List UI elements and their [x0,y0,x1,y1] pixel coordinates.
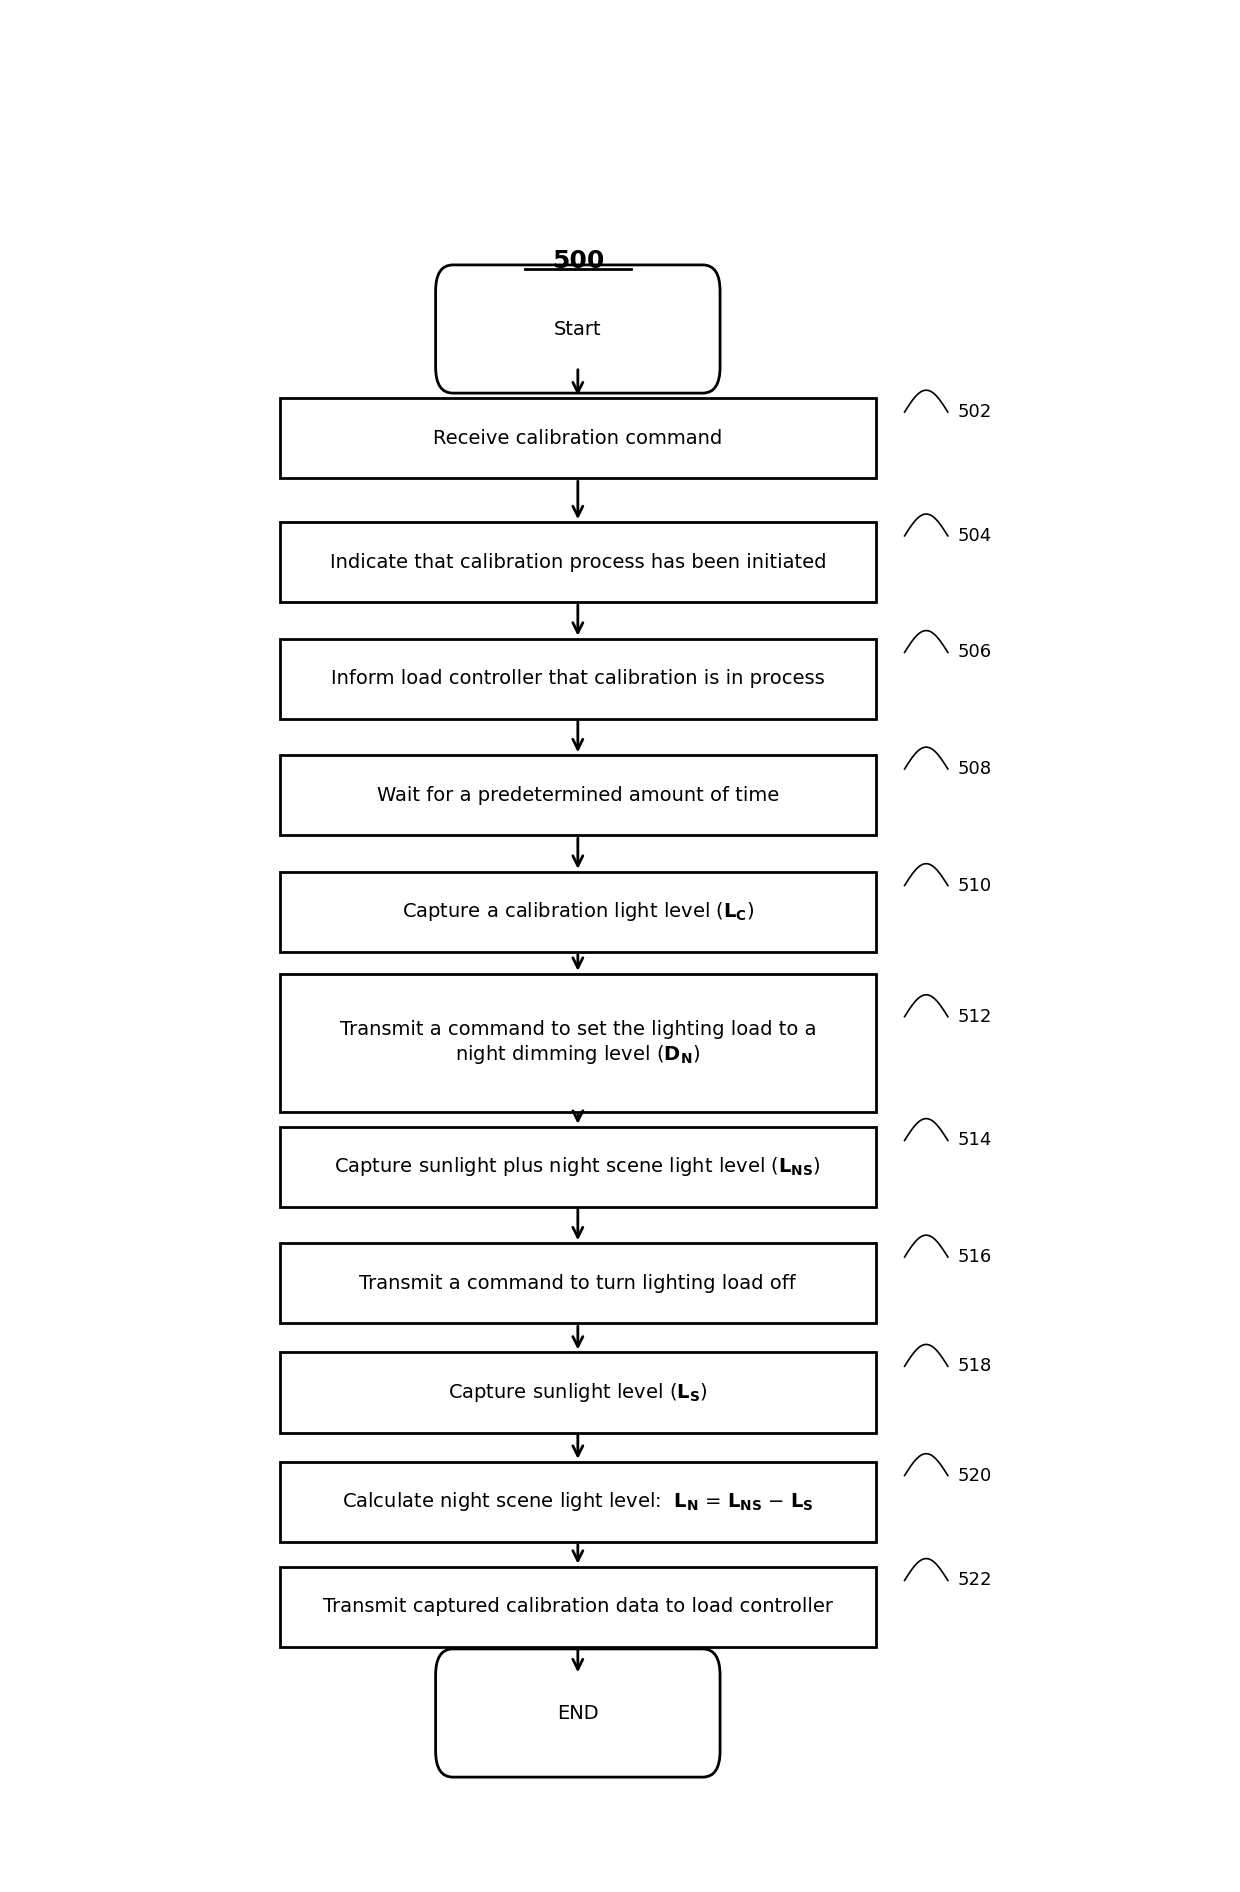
Bar [280,1353,875,1432]
Text: Transmit a command to turn lighting load off: Transmit a command to turn lighting load… [360,1273,796,1292]
Text: 514: 514 [957,1131,992,1150]
Bar [280,1567,875,1646]
Text: Indicate that calibration process has been initiated: Indicate that calibration process has be… [330,552,826,571]
Text: Transmit captured calibration data to load controller: Transmit captured calibration data to lo… [322,1597,833,1616]
Bar [280,639,875,719]
Bar [280,1126,875,1207]
Text: 510: 510 [957,876,992,895]
Text: 520: 520 [957,1466,992,1485]
Text: 518: 518 [957,1357,992,1375]
Bar [280,1243,875,1323]
Text: Wait for a predetermined amount of time: Wait for a predetermined amount of time [377,785,779,804]
Text: 500: 500 [552,248,604,272]
Text: Receive calibration command: Receive calibration command [433,429,723,448]
Text: 504: 504 [957,526,992,545]
Text: 502: 502 [957,403,992,422]
Text: 522: 522 [957,1572,992,1589]
Text: Transmit a command to set the lighting load to a
night dimming level ($\mathbf{D: Transmit a command to set the lighting l… [340,1020,816,1065]
Bar [280,522,875,602]
Bar [280,755,875,834]
Bar [280,872,875,952]
Text: 516: 516 [957,1249,992,1266]
FancyBboxPatch shape [435,1650,720,1777]
FancyBboxPatch shape [435,265,720,394]
Text: Capture sunlight plus night scene light level ($\mathbf{L_{NS}}$): Capture sunlight plus night scene light … [335,1156,821,1179]
Bar [280,974,875,1112]
Text: 506: 506 [957,643,992,662]
Text: END: END [557,1703,599,1722]
Text: Capture a calibration light level ($\mathbf{L_C}$): Capture a calibration light level ($\mat… [402,901,754,923]
Text: Capture sunlight level ($\mathbf{L_S}$): Capture sunlight level ($\mathbf{L_S}$) [448,1381,708,1404]
Text: 512: 512 [957,1008,992,1025]
Text: 508: 508 [957,761,992,778]
Bar [280,397,875,479]
Text: Inform load controller that calibration is in process: Inform load controller that calibration … [331,670,825,689]
Text: Start: Start [554,320,601,339]
Bar [280,1463,875,1542]
Text: Calculate night scene light level:  $\mathbf{L_N}$ = $\mathbf{L_{NS}}$ − $\mathb: Calculate night scene light level: $\mat… [342,1491,813,1514]
